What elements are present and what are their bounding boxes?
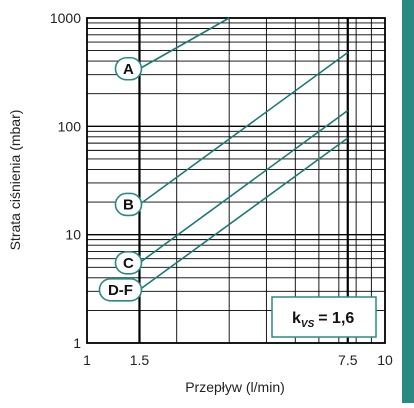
plot-frame [86,17,386,344]
x-tick-label: 1 [83,352,91,368]
series-label-text: A [123,61,134,78]
series-label-text: B [123,196,134,213]
series-label-badge [114,250,143,275]
series-lines [139,17,349,291]
x-axis-label: Przepływ (l/min) [185,379,285,395]
series-label-badge [114,56,143,81]
series-label-text: D-F [108,282,133,299]
plot-border [86,17,386,344]
kvs-k: k [292,310,301,327]
x-tick-label: 1.5 [130,352,150,368]
kvs-subscript: VS [301,319,315,330]
kvs-annotation-box: kVS = 1,6 [271,296,377,338]
svg-text:kVS= 1,6: kVS = 1,6 [292,310,354,330]
series-line-d-f [139,137,349,291]
kvs-value: = 1,6 [318,310,354,327]
x-tick-label: 7.5 [338,352,358,368]
series-line-c [139,109,349,264]
series-label-badge [114,192,143,217]
y-tick-label: 100 [58,118,82,134]
tick-labels: 1 1.5 7.5 10 1 10 100 1000 [50,10,393,368]
y-tick-label: 10 [65,227,81,243]
series-label-badge [98,277,143,302]
y-axis-label: Strata ciśnienia (mbar) [7,110,23,251]
series-labels: A B C D-F [98,56,143,302]
series-label-text: C [123,255,134,272]
accent-sidebar-bar [402,0,414,403]
pressure-loss-chart: A B C D-F 1 1.5 7.5 10 1 10 100 1000 Przepływ (l/m… [7,10,393,395]
series-line-a [139,17,230,70]
x-tick-label: 10 [377,352,393,368]
grid-minor [87,18,385,343]
series-line-b [139,51,349,206]
y-tick-label: 1 [73,335,81,351]
y-tick-label: 1000 [50,10,81,26]
